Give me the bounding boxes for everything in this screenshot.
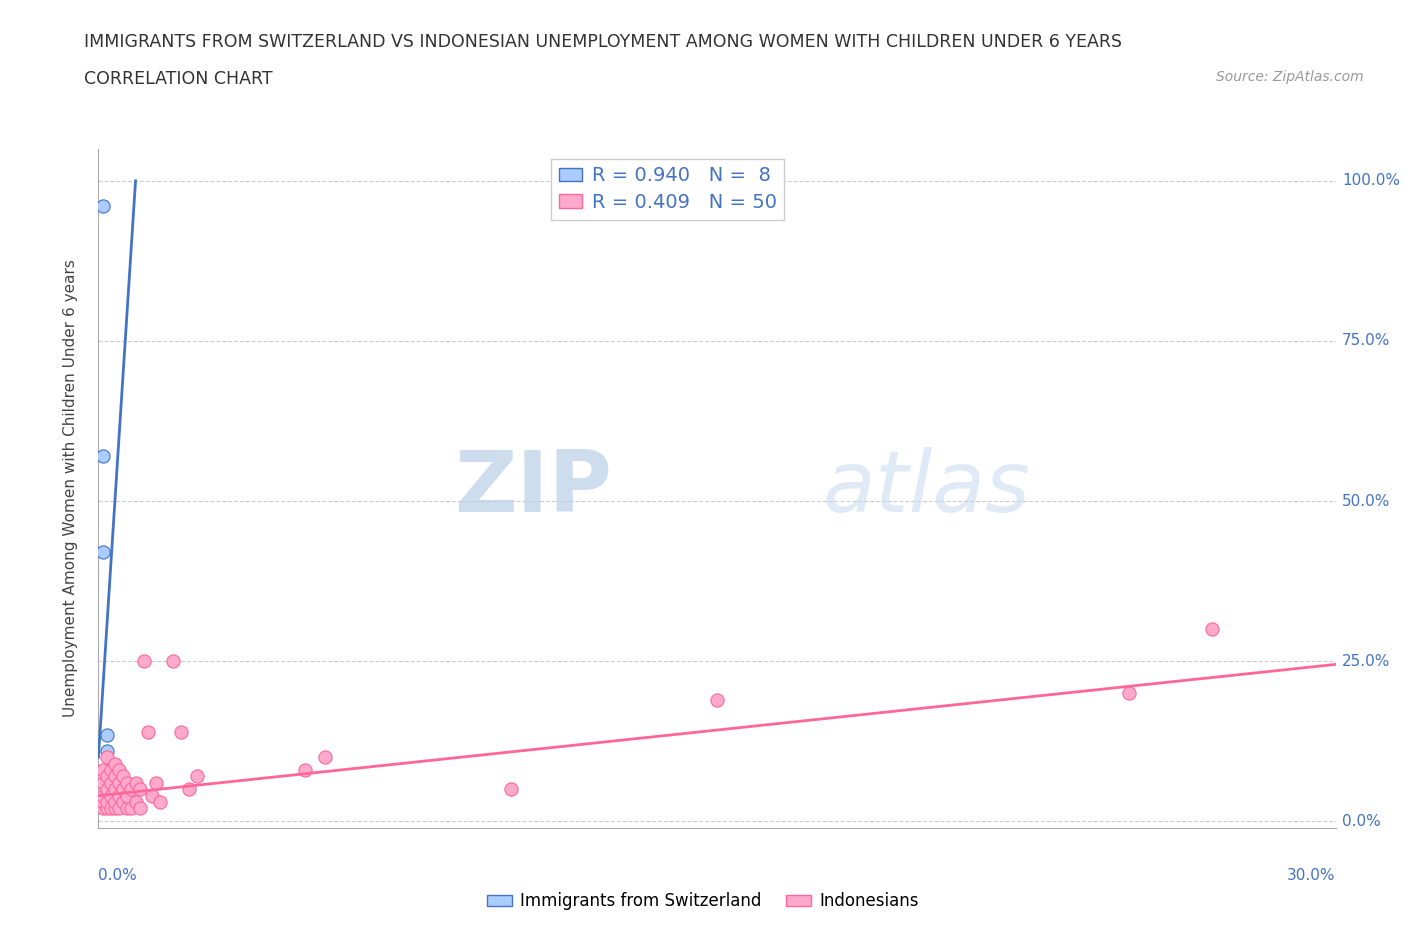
Point: [100, 789, 122, 804]
Point: [706, 692, 728, 707]
Point: [108, 776, 131, 790]
Point: [100, 763, 122, 777]
Point: [96, 769, 118, 784]
Point: [120, 782, 142, 797]
Point: [145, 776, 167, 790]
Y-axis label: Unemployment Among Women with Children Under 6 years: Unemployment Among Women with Children U…: [63, 259, 77, 717]
Point: [112, 782, 135, 797]
Point: [104, 782, 127, 797]
Point: [499, 782, 522, 797]
Legend: Immigrants from Switzerland, Indonesians: Immigrants from Switzerland, Indonesians: [479, 885, 927, 917]
Text: 30.0%: 30.0%: [1288, 869, 1336, 883]
Point: [91, 789, 114, 804]
Text: 50.0%: 50.0%: [1341, 494, 1391, 509]
Point: [104, 763, 127, 777]
Point: [104, 794, 127, 809]
Point: [96, 727, 118, 742]
Point: [91, 801, 114, 816]
Text: ZIP: ZIP: [454, 446, 612, 530]
Point: [108, 763, 131, 777]
Text: atlas: atlas: [823, 446, 1031, 530]
Point: [96, 801, 118, 816]
Text: IMMIGRANTS FROM SWITZERLAND VS INDONESIAN UNEMPLOYMENT AMONG WOMEN WITH CHILDREN: IMMIGRANTS FROM SWITZERLAND VS INDONESIA…: [84, 33, 1122, 50]
Point: [91, 545, 114, 560]
Point: [104, 756, 127, 771]
Point: [108, 789, 131, 804]
Point: [1118, 685, 1140, 700]
Point: [1201, 622, 1223, 637]
Point: [136, 724, 159, 739]
Point: [112, 769, 135, 784]
Point: [91, 199, 114, 214]
Point: [100, 763, 122, 777]
Point: [96, 782, 118, 797]
Text: Source: ZipAtlas.com: Source: ZipAtlas.com: [1216, 70, 1364, 84]
Text: 75.0%: 75.0%: [1341, 334, 1391, 349]
Point: [91, 763, 114, 777]
Point: [132, 654, 155, 669]
Point: [108, 765, 131, 780]
Point: [112, 794, 135, 809]
Point: [170, 724, 193, 739]
Point: [186, 769, 208, 784]
Point: [91, 449, 114, 464]
Point: [141, 789, 163, 804]
Point: [162, 654, 184, 669]
Text: 0.0%: 0.0%: [1341, 814, 1381, 829]
Point: [120, 801, 142, 816]
Point: [104, 769, 127, 784]
Point: [117, 801, 139, 816]
Point: [117, 789, 139, 804]
Point: [108, 801, 131, 816]
Point: [104, 801, 127, 816]
Legend: R = 0.940   N =  8, R = 0.409   N = 50: R = 0.940 N = 8, R = 0.409 N = 50: [551, 158, 785, 219]
Point: [179, 782, 201, 797]
Point: [124, 776, 146, 790]
Point: [91, 776, 114, 790]
Point: [128, 801, 150, 816]
Text: 100.0%: 100.0%: [1341, 173, 1400, 188]
Text: CORRELATION CHART: CORRELATION CHART: [84, 70, 273, 87]
Point: [117, 776, 139, 790]
Point: [149, 794, 172, 809]
Point: [96, 750, 118, 764]
Point: [96, 794, 118, 809]
Text: 25.0%: 25.0%: [1341, 654, 1391, 669]
Point: [100, 801, 122, 816]
Point: [100, 776, 122, 790]
Point: [91, 794, 114, 809]
Point: [294, 763, 316, 777]
Text: 0.0%: 0.0%: [98, 869, 138, 883]
Point: [128, 782, 150, 797]
Point: [96, 743, 118, 758]
Point: [124, 794, 146, 809]
Point: [314, 750, 336, 764]
